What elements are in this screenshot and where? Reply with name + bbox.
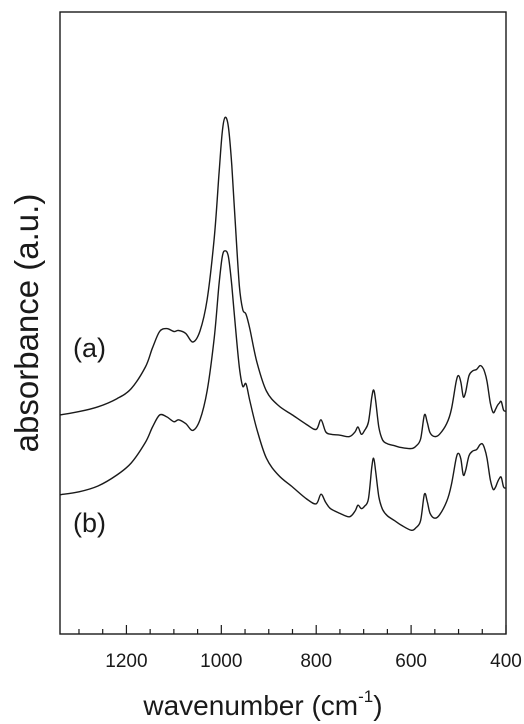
y-axis-title: absorbance (a.u.) (8, 194, 45, 453)
x-tick-label: 800 (300, 651, 332, 672)
x-axis-title: wavenumber (cm-1) (142, 687, 382, 721)
series-labels: (a) (b) (73, 333, 106, 538)
x-axis-unit-exponent: -1 (358, 687, 373, 706)
spectrum-line-b (59, 250, 507, 531)
x-axis-ticks: 1200 1000 800 600 400 (78, 625, 522, 672)
x-tick-label: 600 (395, 651, 427, 672)
x-tick-label: 1200 (105, 651, 147, 672)
series-label-a: (a) (73, 333, 106, 363)
series-label-b: (b) (73, 508, 106, 538)
series-layer (59, 116, 507, 531)
x-axis-title-text: wavenumber (142, 690, 303, 721)
spectrum-line-a (59, 116, 507, 450)
x-tick-label: 1000 (200, 651, 242, 672)
plot-frame (59, 11, 507, 635)
x-tick-label: 400 (490, 651, 522, 672)
x-axis-unit-close: ) (373, 690, 382, 721)
x-axis-unit-open: (cm (311, 690, 358, 721)
